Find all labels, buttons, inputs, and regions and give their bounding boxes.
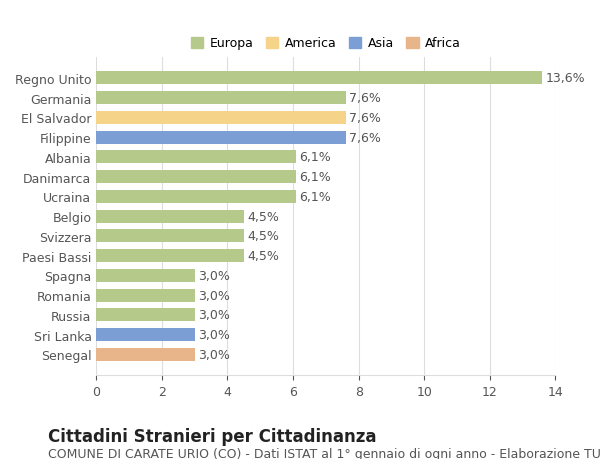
Bar [97,131,346,144]
Text: 6,1%: 6,1% [299,171,331,184]
Text: 4,5%: 4,5% [247,230,279,243]
Bar [97,190,296,203]
Bar [97,171,296,184]
Text: 6,1%: 6,1% [299,190,331,203]
Bar [97,329,195,341]
Text: 7,6%: 7,6% [349,131,380,144]
Text: 13,6%: 13,6% [545,72,585,85]
Text: 3,0%: 3,0% [198,289,230,302]
Bar [97,210,244,223]
Bar [97,309,195,322]
Bar [97,92,346,105]
Bar [97,348,195,361]
Text: Cittadini Stranieri per Cittadinanza: Cittadini Stranieri per Cittadinanza [48,427,377,445]
Bar [97,269,195,282]
Text: 3,0%: 3,0% [198,309,230,322]
Text: 3,0%: 3,0% [198,269,230,282]
Text: 4,5%: 4,5% [247,210,279,223]
Bar [97,289,195,302]
Bar [97,250,244,263]
Text: 3,0%: 3,0% [198,329,230,341]
Text: COMUNE DI CARATE URIO (CO) - Dati ISTAT al 1° gennaio di ogni anno - Elaborazion: COMUNE DI CARATE URIO (CO) - Dati ISTAT … [48,448,600,459]
Bar [97,230,244,243]
Text: 7,6%: 7,6% [349,92,380,105]
Text: 4,5%: 4,5% [247,250,279,263]
Bar [97,112,346,124]
Bar [97,72,542,85]
Text: 7,6%: 7,6% [349,112,380,124]
Bar [97,151,296,164]
Text: 3,0%: 3,0% [198,348,230,361]
Text: 6,1%: 6,1% [299,151,331,164]
Legend: Europa, America, Asia, Africa: Europa, America, Asia, Africa [186,32,466,55]
